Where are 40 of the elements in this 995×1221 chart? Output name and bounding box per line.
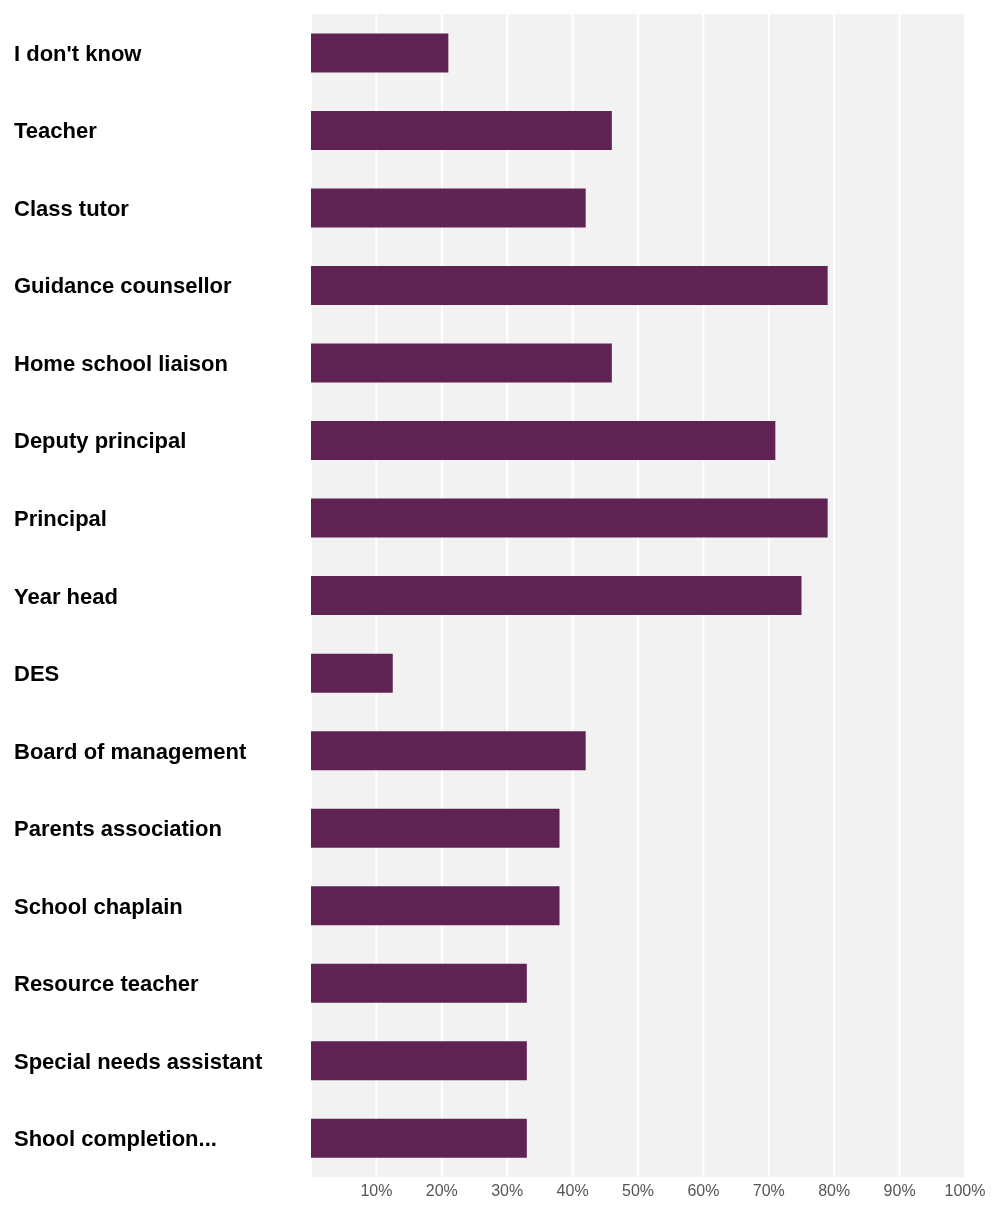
y-tick-label: I don't know <box>14 40 143 66</box>
x-tick-label: 60% <box>687 1182 720 1200</box>
bar <box>311 653 393 693</box>
y-tick-label: Teacher <box>14 118 98 144</box>
y-tick-label: Home school liaison <box>14 350 228 376</box>
bar <box>311 576 802 616</box>
y-tick-label: Shool completion... <box>14 1126 217 1152</box>
y-tick-label: Parents association <box>14 816 222 842</box>
y-tick-label: Guidance counsellor <box>14 273 233 299</box>
bar <box>311 808 560 848</box>
bar <box>311 110 612 150</box>
y-tick-label: Year head <box>14 583 118 609</box>
bar <box>311 498 828 538</box>
y-tick-label: Principal <box>14 505 107 531</box>
y-tick-label: Deputy principal <box>14 428 187 454</box>
bar <box>311 188 586 228</box>
y-tick-label: Board of management <box>14 738 247 764</box>
bar <box>311 421 776 461</box>
x-tick-label: 40% <box>556 1182 589 1200</box>
y-tick-label: Class tutor <box>14 195 130 221</box>
y-tick-label: DES <box>14 661 60 687</box>
bar <box>311 1041 527 1081</box>
y-tick-label: Resource teacher <box>14 971 200 997</box>
bar <box>311 265 828 305</box>
bar <box>311 343 612 383</box>
x-tick-label: 50% <box>621 1182 655 1200</box>
x-tick-label: 70% <box>752 1182 785 1200</box>
x-tick-label: 90% <box>883 1182 916 1200</box>
x-tick-label: 100% <box>944 1182 986 1200</box>
y-tick-label: Special needs assistant <box>14 1048 263 1074</box>
y-tick-label: School chaplain <box>14 893 183 919</box>
bar <box>311 1118 527 1158</box>
x-tick-label: 30% <box>491 1182 524 1200</box>
bar <box>311 33 449 73</box>
bar <box>311 886 560 926</box>
x-tick-label: 80% <box>818 1182 851 1200</box>
x-tick-label: 20% <box>425 1182 458 1200</box>
bar <box>311 731 586 771</box>
x-tick-label: 10% <box>360 1182 393 1200</box>
bar <box>311 963 527 1003</box>
